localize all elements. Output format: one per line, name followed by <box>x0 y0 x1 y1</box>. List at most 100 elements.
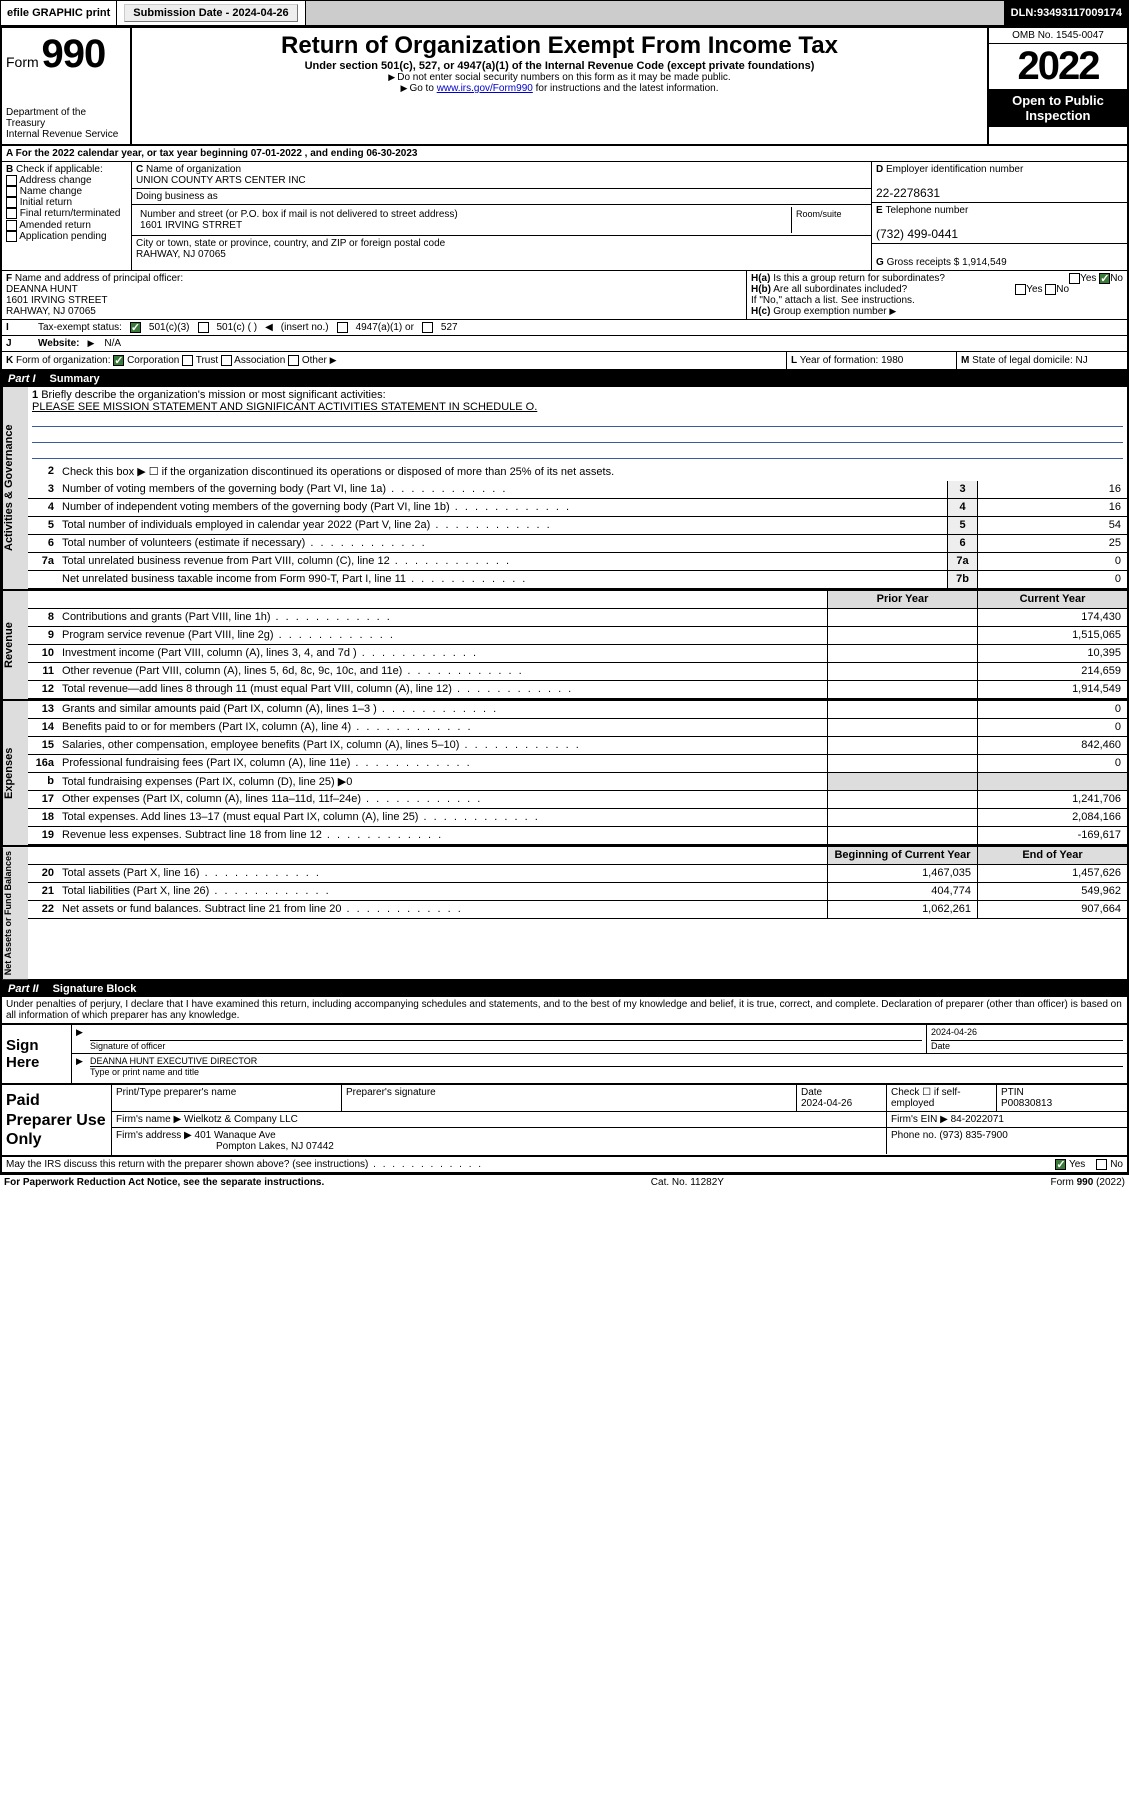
officer-name-title: DEANNA HUNT EXECUTIVE DIRECTOR <box>90 1056 1123 1067</box>
dept-treasury: Department of the Treasury <box>6 107 126 129</box>
prep-name-label: Print/Type preparer's name <box>112 1085 342 1111</box>
ck-hb-yes[interactable] <box>1015 284 1026 295</box>
f-officer: F Name and address of principal officer:… <box>2 271 747 319</box>
section-governance: Activities & Governance 1 Briefly descri… <box>2 387 1127 591</box>
efile-label: efile GRAPHIC print <box>1 1 117 25</box>
ck-app-pending[interactable] <box>6 231 17 242</box>
ck-final-return[interactable] <box>6 208 17 219</box>
ck-ha-no[interactable] <box>1099 273 1110 284</box>
net-row: 20Total assets (Part X, line 16)1,467,03… <box>28 865 1127 883</box>
paperwork-notice: For Paperwork Reduction Act Notice, see … <box>4 1177 324 1188</box>
c-city: City or town, state or province, country… <box>132 236 871 262</box>
irs-label: Internal Revenue Service <box>6 129 126 140</box>
rev-header-row: Prior Year Current Year <box>28 591 1127 609</box>
section-netassets: Net Assets or Fund Balances Beginning of… <box>2 847 1127 981</box>
gov-row: 4Number of independent voting members of… <box>28 499 1127 517</box>
header-center: Return of Organization Exempt From Incom… <box>132 28 987 144</box>
block-bcd: B Check if applicable: Address change Na… <box>2 162 1127 271</box>
prep-date: Date2024-04-26 <box>797 1085 887 1111</box>
ck-mayirs-yes[interactable] <box>1055 1159 1066 1170</box>
section-revenue: Revenue Prior Year Current Year 8Contrib… <box>2 591 1127 701</box>
ck-mayirs-no[interactable] <box>1096 1159 1107 1170</box>
l-year: L Year of formation: 1980 <box>787 352 957 369</box>
ck-ha-yes[interactable] <box>1069 273 1080 284</box>
line-i: I Tax-exempt status: 501(c)(3) 501(c) ( … <box>2 320 1127 336</box>
form-title: Return of Organization Exempt From Incom… <box>136 32 983 60</box>
ck-501c[interactable] <box>198 322 209 333</box>
firm-name: Firm's name ▶ Wielkotz & Company LLC <box>112 1112 887 1127</box>
dln-cell: DLN: 93493117009174 <box>1005 1 1128 25</box>
header-left: Form 990 Department of the Treasury Inte… <box>2 28 132 144</box>
paid-preparer-label: Paid Preparer Use Only <box>2 1085 112 1155</box>
ck-corp[interactable] <box>113 355 124 366</box>
paid-preparer-block: Paid Preparer Use Only Print/Type prepar… <box>2 1083 1127 1157</box>
form-header: Form 990 Department of the Treasury Inte… <box>2 28 1127 146</box>
form-subtitle: Under section 501(c), 527, or 4947(a)(1)… <box>136 60 983 72</box>
sign-here-block: Sign Here ▶ Signature of officer 2024-04… <box>2 1024 1127 1083</box>
ck-4947[interactable] <box>337 322 348 333</box>
type-name-label: Type or print name and title <box>90 1067 199 1077</box>
e-tel: E Telephone number (732) 499-0441 <box>872 203 1127 244</box>
m-state: M State of legal domicile: NJ <box>957 352 1127 369</box>
ck-trust[interactable] <box>182 355 193 366</box>
firm-phone: Phone no. (973) 835-7900 <box>887 1128 1127 1154</box>
exp-row: 13Grants and similar amounts paid (Part … <box>28 701 1127 719</box>
header-right: OMB No. 1545-0047 2022 Open to PublicIns… <box>987 28 1127 144</box>
gov-row: Net unrelated business taxable income fr… <box>28 571 1127 589</box>
ck-527[interactable] <box>422 322 433 333</box>
note-goto: Go to www.irs.gov/Form990 for instructio… <box>136 83 983 94</box>
rev-row: 11Other revenue (Part VIII, column (A), … <box>28 663 1127 681</box>
gov-row: 6Total number of volunteers (estimate if… <box>28 535 1127 553</box>
exp-row: 18Total expenses. Add lines 13–17 (must … <box>28 809 1127 827</box>
form-number: 990 <box>41 32 105 76</box>
gov-row: 5Total number of individuals employed in… <box>28 517 1127 535</box>
tab-governance: Activities & Governance <box>2 387 28 589</box>
prep-sig-label: Preparer's signature <box>342 1085 797 1111</box>
ck-name-change[interactable] <box>6 186 17 197</box>
part2-header: Part II Signature Block <box>2 981 1127 997</box>
firm-ein: Firm's EIN ▶ 84-2022071 <box>887 1112 1127 1127</box>
gov-row: 3Number of voting members of the governi… <box>28 481 1127 499</box>
room-suite: Room/suite <box>792 207 867 233</box>
net-header-row: Beginning of Current Year End of Year <box>28 847 1127 865</box>
rev-row: 9Program service revenue (Part VIII, lin… <box>28 627 1127 645</box>
prep-selfemp: Check ☐ if self-employed <box>887 1085 997 1111</box>
declaration: Under penalties of perjury, I declare th… <box>2 997 1127 1024</box>
topbar-spacer <box>306 1 1005 25</box>
exp-row: 17Other expenses (Part IX, column (A), l… <box>28 791 1127 809</box>
cat-no: Cat. No. 11282Y <box>651 1177 724 1188</box>
may-irs-discuss: May the IRS discuss this return with the… <box>2 1157 1127 1172</box>
note-ssn: Do not enter social security numbers on … <box>136 72 983 83</box>
tax-year: 2022 <box>989 44 1127 89</box>
net-row: 21Total liabilities (Part X, line 26)404… <box>28 883 1127 901</box>
irs-link[interactable]: www.irs.gov/Form990 <box>437 83 533 94</box>
tab-revenue: Revenue <box>2 591 28 699</box>
rev-row: 12Total revenue—add lines 8 through 11 (… <box>28 681 1127 699</box>
rev-row: 8Contributions and grants (Part VIII, li… <box>28 609 1127 627</box>
h-group: H(a) Is this a group return for subordin… <box>747 271 1127 319</box>
ck-other[interactable] <box>288 355 299 366</box>
ck-hb-no[interactable] <box>1045 284 1056 295</box>
submission-date-button[interactable]: Submission Date - 2024-04-26 <box>124 4 297 22</box>
exp-row: 16aProfessional fundraising fees (Part I… <box>28 755 1127 773</box>
line-a-period: A For the 2022 calendar year, or tax yea… <box>2 146 1127 162</box>
ptin: PTINP00830813 <box>997 1085 1127 1111</box>
topbar: efile GRAPHIC print Submission Date - 20… <box>0 0 1129 26</box>
ck-initial-return[interactable] <box>6 197 17 208</box>
ck-501c3[interactable] <box>130 322 141 333</box>
c-street: Number and street (or P.O. box if mail i… <box>132 205 871 236</box>
date-label: Date <box>931 1041 950 1051</box>
col-deg: D Employer identification number 22-2278… <box>872 162 1127 270</box>
col-c: C Name of organization UNION COUNTY ARTS… <box>132 162 872 270</box>
line-2: 2Check this box ▶ ☐ if the organization … <box>28 463 1127 481</box>
exp-row: 14Benefits paid to or for members (Part … <box>28 719 1127 737</box>
d-ein: D Employer identification number 22-2278… <box>872 162 1127 203</box>
ck-amended[interactable] <box>6 220 17 231</box>
ck-address-change[interactable] <box>6 175 17 186</box>
net-row: 22Net assets or fund balances. Subtract … <box>28 901 1127 919</box>
exp-row: 19Revenue less expenses. Subtract line 1… <box>28 827 1127 845</box>
sign-arrow-icon: ▶ <box>72 1025 86 1053</box>
section-expenses: Expenses 13Grants and similar amounts pa… <box>2 701 1127 847</box>
ck-assoc[interactable] <box>221 355 232 366</box>
c-dba: Doing business as <box>132 189 871 205</box>
